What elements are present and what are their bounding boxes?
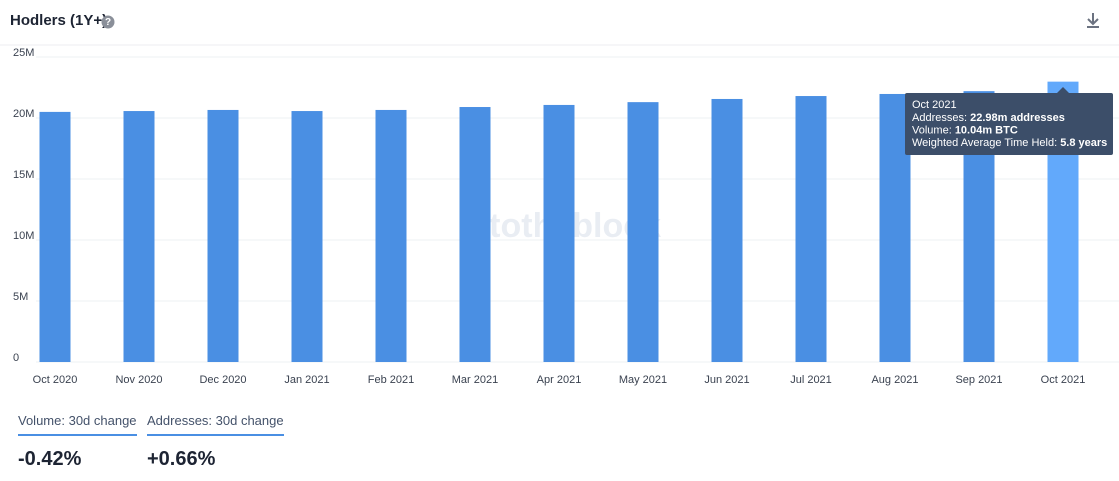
x-tick-label: Oct 2021 [1041,374,1086,386]
tooltip-row-value: 5.8 years [1060,137,1107,149]
bar [459,107,491,363]
bar [375,109,407,362]
x-tick-label: Mar 2021 [452,374,498,386]
tooltip-title: Oct 2021 [912,99,957,111]
tooltip-box [905,93,1113,155]
tooltip-pointer [1057,87,1069,93]
bar [543,104,575,363]
bar [123,111,155,363]
x-tick-label: Jan 2021 [284,374,329,386]
help-icon[interactable]: ? [101,15,115,29]
y-tick-label: 20M [13,108,34,120]
stat: Volume: 30d change -0.42% [18,412,137,471]
tooltip-row: Volume: 10.04m BTC [912,124,1018,136]
y-tick-label: 5M [13,291,28,303]
tooltip-row-value: 22.98m addresses [970,112,1065,124]
stat-label: Addresses: 30d change [147,413,284,436]
tooltip-row-value: 10.04m BTC [955,124,1018,136]
x-tick-label: Oct 2020 [33,374,78,386]
y-tick-label: 25M [13,47,34,59]
tooltip-row: Weighted Average Time Held: 5.8 years [912,137,1107,149]
bar [207,109,239,362]
tooltip-row-label: Addresses: [912,112,967,124]
bar [795,96,827,362]
x-tick-label: Nov 2020 [115,374,162,386]
tooltip-row-label: Volume: [912,124,952,136]
y-tick-label: 10M [13,230,34,242]
bar [39,111,71,363]
x-tick-label: May 2021 [619,374,667,386]
chart: Hodlers (1Y+) ? intotheblock05M10M15M20M… [0,12,1119,386]
x-tick-label: Dec 2020 [199,374,246,386]
x-tick-label: Feb 2021 [368,374,414,386]
tooltip-row-label: Weighted Average Time Held: [912,137,1057,149]
svg-text:?: ? [105,17,111,28]
x-tick-label: Jul 2021 [790,374,832,386]
y-tick-label: 15M [13,169,34,181]
stat-value: -0.42% [18,448,82,470]
x-tick-label: Aug 2021 [871,374,918,386]
x-tick-label: Sep 2021 [955,374,1002,386]
stat-value: +0.66% [147,448,216,470]
x-tick-label: Jun 2021 [704,374,749,386]
download-icon[interactable] [1087,13,1099,28]
bar [711,98,743,362]
y-tick-label: 0 [13,352,19,364]
stat-label: Volume: 30d change [18,413,137,436]
bar [291,111,323,363]
tooltip-row: Addresses: 22.98m addresses [912,112,1065,124]
bar [627,102,659,362]
stat: Addresses: 30d change +0.66% [147,412,284,471]
x-tick-label: Apr 2021 [537,374,582,386]
chart-title: Hodlers (1Y+) [10,12,107,29]
